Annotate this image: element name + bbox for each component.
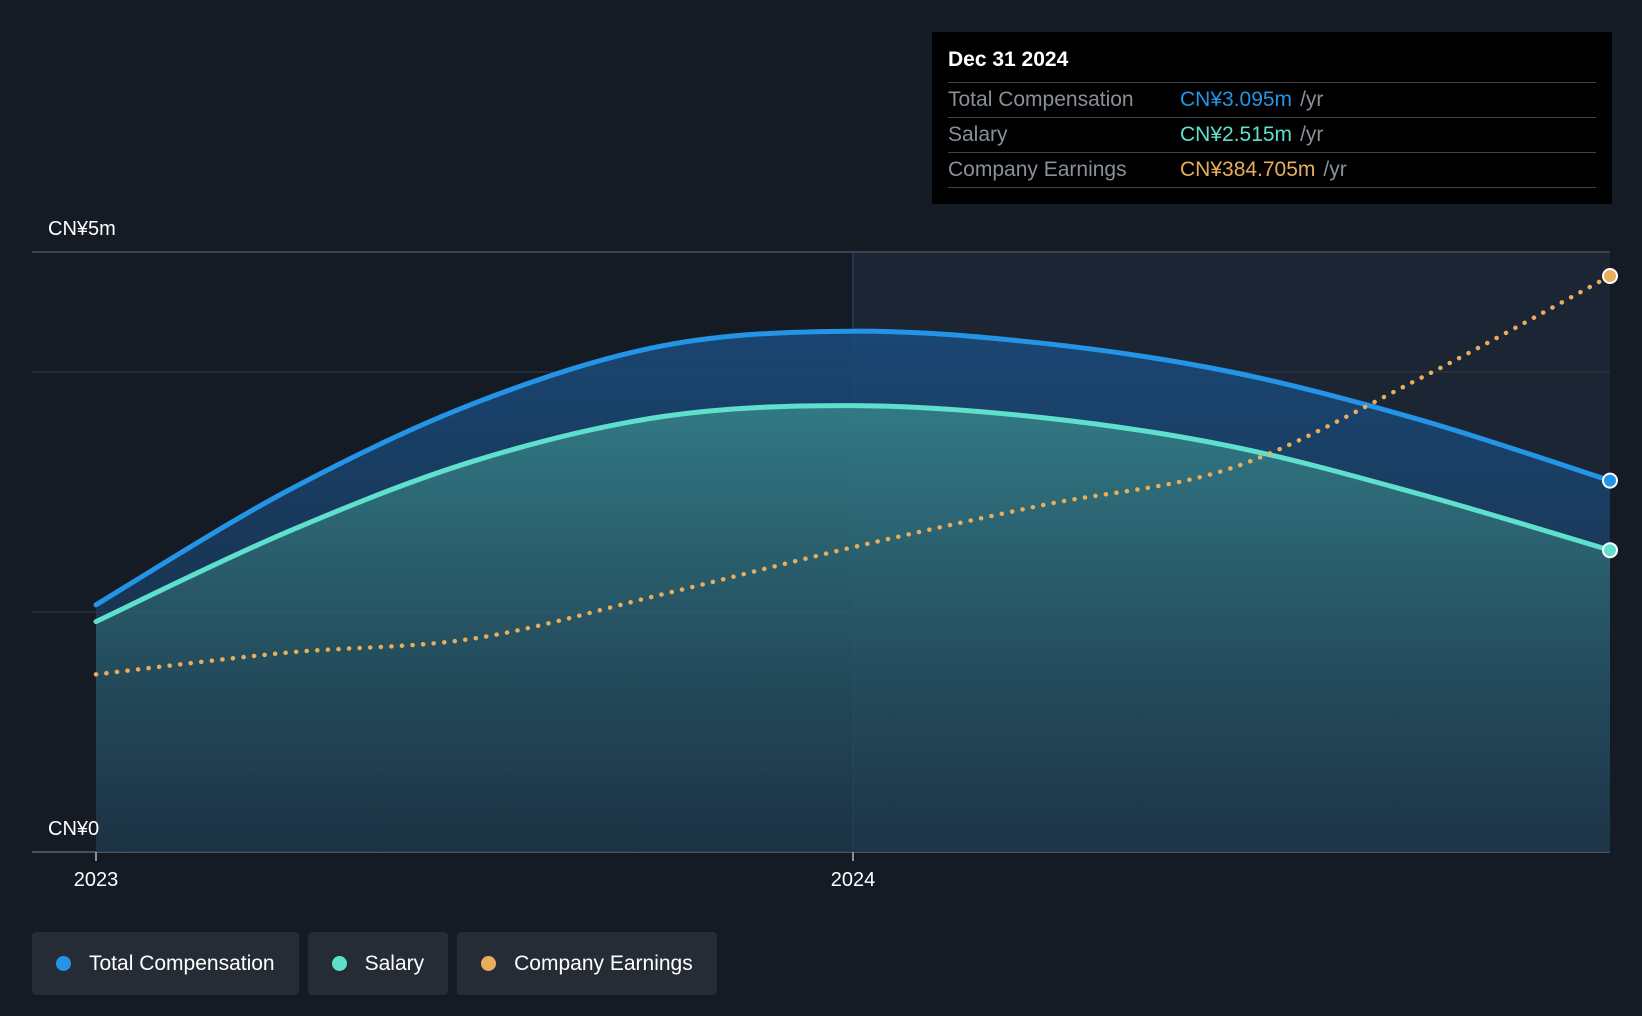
end-markers bbox=[1602, 268, 1618, 559]
tooltip-row-company-earnings: Company Earnings CN¥384.705m /yr bbox=[948, 153, 1596, 188]
tooltip-unit: /yr bbox=[1323, 158, 1347, 181]
line-total-compensation bbox=[93, 328, 1613, 608]
tooltip-unit: /yr bbox=[1300, 88, 1324, 111]
line-company-earnings bbox=[93, 273, 1613, 677]
legend-label: Total Compensation bbox=[89, 951, 275, 975]
tooltip-label: Salary bbox=[948, 123, 1008, 146]
x-tick-label: 2023 bbox=[74, 869, 119, 891]
y-axis-bottom-label: CN¥0 bbox=[48, 818, 99, 840]
y-axis-top-label: CN¥5m bbox=[48, 218, 116, 240]
x-tick-label: 2024 bbox=[831, 869, 876, 891]
end-point-salary[interactable] bbox=[1602, 542, 1618, 559]
chart-legend: Total Compensation Salary Company Earnin… bbox=[32, 932, 717, 995]
area-salary bbox=[96, 405, 1610, 852]
legend-item-total-compensation[interactable]: Total Compensation bbox=[32, 932, 299, 995]
end-point-company-earnings[interactable] bbox=[1602, 268, 1618, 284]
tooltip-value: CN¥384.705m bbox=[1180, 158, 1316, 181]
tooltip-label: Total Compensation bbox=[948, 88, 1134, 111]
legend-dot-icon bbox=[56, 956, 71, 971]
tooltip-unit: /yr bbox=[1300, 123, 1324, 146]
x-axis-ticks: 2023 2024 bbox=[74, 852, 876, 891]
tooltip-date: Dec 31 2024 bbox=[948, 46, 1596, 83]
tooltip-row-total-compensation: Total Compensation CN¥3.095m /yr bbox=[948, 83, 1596, 118]
legend-item-salary[interactable]: Salary bbox=[307, 932, 449, 995]
series-lines bbox=[93, 273, 1613, 677]
legend-label: Company Earnings bbox=[514, 951, 693, 975]
legend-item-company-earnings[interactable]: Company Earnings bbox=[457, 932, 717, 995]
legend-dot-icon bbox=[481, 956, 497, 971]
legend-dot-icon bbox=[331, 956, 347, 971]
tooltip-row-salary: Salary CN¥2.515m /yr bbox=[948, 118, 1596, 153]
tooltip-label: Company Earnings bbox=[948, 158, 1127, 181]
tooltip-value: CN¥2.515m bbox=[1180, 123, 1293, 146]
data-tooltip: Dec 31 2024 Total Compensation CN¥3.095m… bbox=[932, 32, 1612, 204]
legend-label: Salary bbox=[364, 951, 425, 975]
tooltip-value: CN¥3.095m bbox=[1180, 88, 1293, 111]
end-point-total-compensation[interactable] bbox=[1602, 472, 1618, 489]
line-salary bbox=[93, 403, 1613, 625]
